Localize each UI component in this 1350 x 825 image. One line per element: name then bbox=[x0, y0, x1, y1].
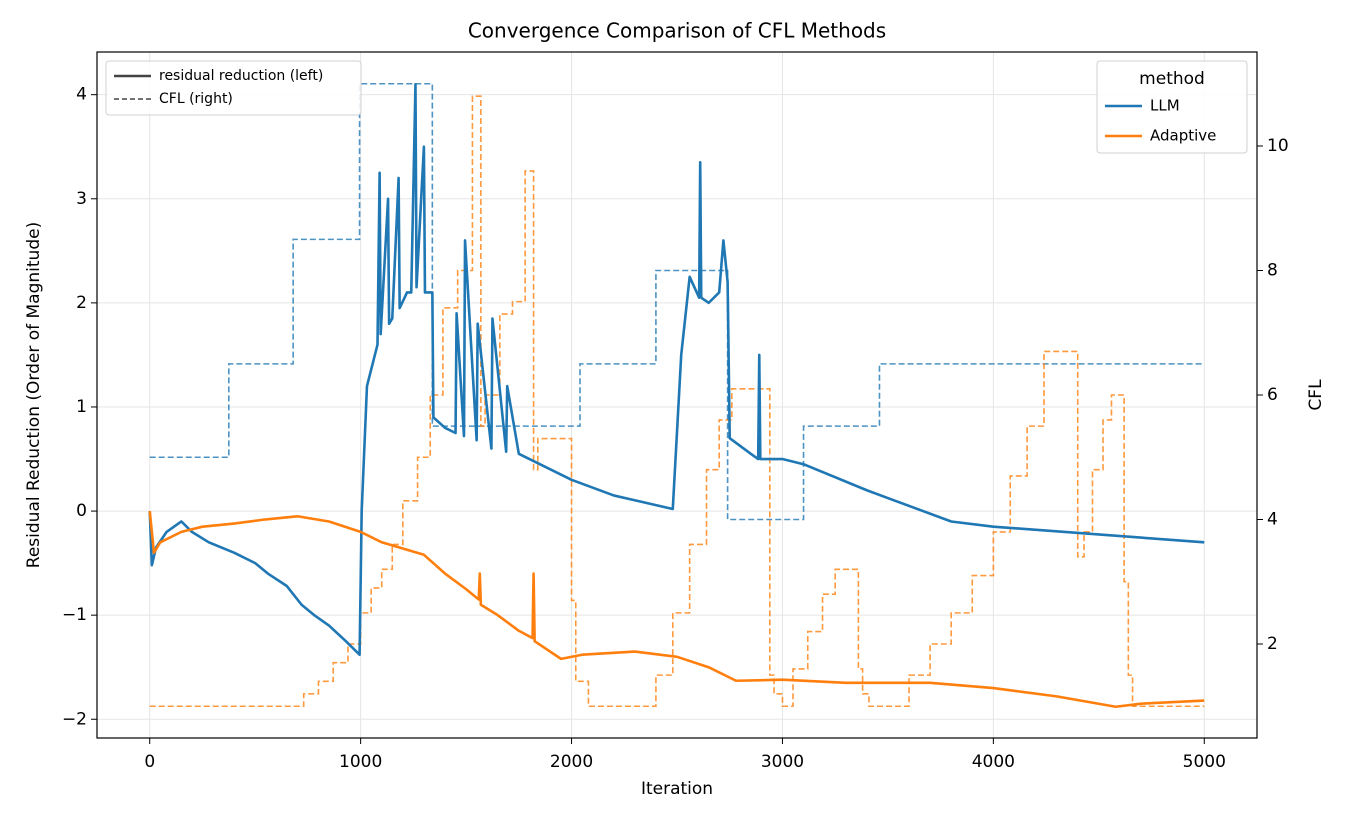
y2-tick-label: 10 bbox=[1267, 136, 1289, 156]
chart-title: Convergence Comparison of CFL Methods bbox=[468, 19, 886, 43]
x-tick-label: 2000 bbox=[550, 752, 593, 772]
y-tick-label: 2 bbox=[76, 293, 87, 313]
y-tick-label: −2 bbox=[62, 709, 87, 729]
style-legend-label: CFL (right) bbox=[159, 91, 233, 107]
plot-frame bbox=[96, 51, 1258, 739]
y-tick-label: 0 bbox=[76, 501, 87, 521]
y2-tick-label: 6 bbox=[1267, 385, 1278, 405]
y2-tick-label: 8 bbox=[1267, 260, 1278, 280]
style-legend-label: residual reduction (left) bbox=[159, 68, 323, 84]
y2-tick-label: 2 bbox=[1267, 634, 1278, 654]
legend-label: LLM bbox=[1150, 97, 1180, 115]
residual-line bbox=[148, 82, 1205, 657]
legend-box bbox=[1096, 60, 1248, 154]
y-tick-label: 3 bbox=[76, 189, 87, 209]
y2-tick-label: 4 bbox=[1267, 510, 1278, 530]
y-tick-label: 4 bbox=[76, 85, 87, 105]
y-tick-label: 1 bbox=[76, 397, 87, 417]
legend-label: Adaptive bbox=[1150, 127, 1216, 145]
x-tick-label: 4000 bbox=[972, 752, 1015, 772]
x-axis-label: Iteration bbox=[641, 779, 713, 799]
x-tick-label: 5000 bbox=[1183, 752, 1226, 772]
y-tick-label: −1 bbox=[62, 605, 87, 625]
y-axis-label: Residual Reduction (Order of Magnitude) bbox=[24, 222, 44, 568]
legend-title: method bbox=[1139, 69, 1205, 89]
x-tick-label: 0 bbox=[144, 752, 155, 772]
cfl-line bbox=[149, 95, 1205, 708]
residual-line bbox=[148, 510, 1205, 709]
style-legend-box bbox=[105, 60, 362, 116]
y2-axis-label: CFL bbox=[1306, 379, 1326, 411]
x-tick-label: 3000 bbox=[761, 752, 804, 772]
cfl-line bbox=[149, 82, 1205, 521]
x-tick-label: 1000 bbox=[339, 752, 382, 772]
plot-area bbox=[148, 82, 1205, 709]
